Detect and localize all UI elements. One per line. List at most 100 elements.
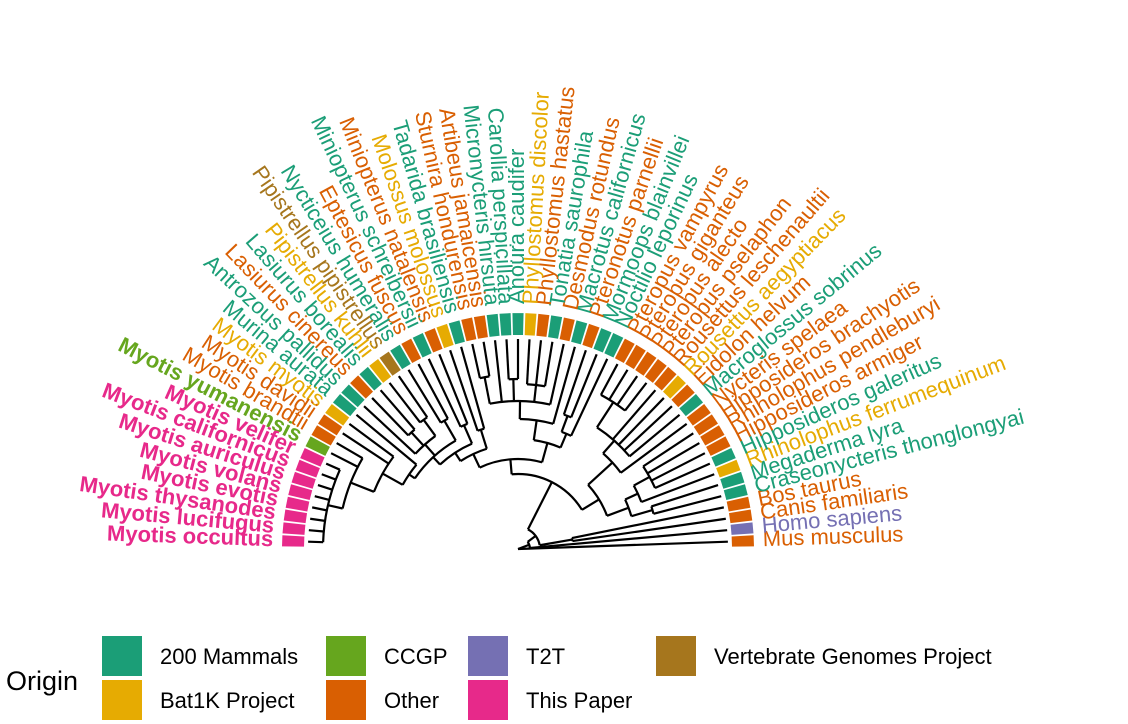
- origin-bar-tonatia-saurophila: [548, 315, 563, 339]
- legend-title: Origin: [6, 666, 79, 696]
- tree-branch: [408, 473, 416, 480]
- legend-swatch-t2t: [468, 636, 508, 676]
- tree-branch: [327, 504, 343, 510]
- origin-bar-noctilio-leporinus: [604, 333, 624, 358]
- tree-branch: [653, 495, 722, 515]
- tree-branch: [471, 343, 481, 379]
- tree-branch: [407, 369, 442, 424]
- tree-branch: [479, 429, 488, 450]
- origin-bar-eptesicus-fuscus: [401, 338, 422, 363]
- legend-label-t2t: T2T: [526, 644, 566, 669]
- origin-bar-desmodus-rotundus: [559, 317, 575, 342]
- tree-branch: [460, 346, 486, 429]
- origin-bars: [282, 313, 754, 547]
- legend: Origin 200 Mammals Bat1K Project CCGP Ot…: [0, 630, 1128, 724]
- origin-bar-nycteris-spelaea: [686, 403, 711, 426]
- origin-bar-myotis-californicus: [295, 459, 320, 478]
- tree-arc: [600, 393, 626, 412]
- origin-bar-miniopterus-natalensis: [424, 328, 443, 353]
- tree-arc: [419, 416, 428, 424]
- origin-bar-myotis-davidii: [318, 414, 343, 436]
- origin-bar-nycticeius-humeralis: [390, 344, 411, 370]
- origin-bar-myotis-auriculus: [291, 471, 316, 489]
- origin-bar-mus-musculus: [731, 535, 754, 547]
- tree-branch: [308, 529, 324, 533]
- tree-branch: [587, 461, 614, 486]
- origin-bar-rousettus-leschenaultii: [654, 366, 677, 391]
- tree-branch: [572, 517, 726, 543]
- tree-branch: [424, 443, 436, 457]
- origin-bar-molossus-molossus: [436, 323, 454, 349]
- tree-branch: [642, 432, 694, 468]
- origin-bar-tadarida-brasiliensis: [448, 320, 465, 345]
- tree-branches: [308, 339, 728, 551]
- tree-arc: [459, 447, 488, 463]
- tree-arc: [489, 399, 551, 406]
- tree-branch: [559, 433, 568, 449]
- tree-branch: [417, 363, 449, 420]
- tree-branch: [631, 509, 653, 518]
- tree-branch: [526, 535, 537, 543]
- origin-bar-hipposideros-armiger: [706, 436, 731, 456]
- tree-arc: [413, 439, 457, 479]
- origin-bar-megaderma-lyra: [720, 471, 745, 489]
- tree-branch: [526, 481, 553, 530]
- tree-branch: [379, 389, 416, 431]
- origin-bar-hipposideros-galeritus: [711, 447, 736, 467]
- origin-bar-homo-sapiens: [730, 522, 754, 535]
- tree-branch: [512, 379, 516, 402]
- origin-bar-myotis-brandtii: [311, 425, 336, 446]
- tree-branch: [624, 382, 648, 412]
- tree-branch: [483, 377, 491, 404]
- tip-label-mus-musculus: Mus musculus: [762, 521, 903, 551]
- tree-branch: [321, 473, 337, 481]
- legend-swatch-vgp: [656, 636, 696, 676]
- tree-branch: [570, 358, 609, 437]
- tree-branch: [624, 492, 639, 501]
- tree-branch: [427, 358, 462, 428]
- origin-bar-rousettus-aegyptiacus: [662, 375, 686, 399]
- tree-branch: [646, 442, 700, 475]
- origin-bar-bos-taurus: [726, 496, 751, 512]
- tree-arc: [527, 528, 541, 546]
- legend-label-200-mammals: 200 Mammals: [160, 644, 299, 669]
- tree-branch: [541, 442, 549, 463]
- origin-bar-anoura-caudifer: [512, 313, 524, 336]
- origin-bar-rhinolophus-ferrumequinum: [716, 459, 741, 478]
- tree-branch: [454, 452, 462, 462]
- tree-branch: [562, 349, 587, 415]
- tree-branch: [606, 506, 629, 517]
- origin-bar-myotis-evotis: [285, 496, 310, 512]
- tree-branch: [640, 473, 715, 504]
- tree-branch: [388, 382, 421, 424]
- tree-branch: [532, 420, 538, 441]
- origin-bar-micronycteris-hirsuta: [486, 313, 500, 337]
- tree-branch: [493, 340, 503, 403]
- tree-branch: [310, 517, 326, 522]
- tree-branch: [308, 540, 324, 544]
- tree-branch: [317, 484, 333, 491]
- origin-bar-pteropus-giganteus: [625, 344, 646, 370]
- tip-label-myotis-occultus: Myotis occultus: [107, 520, 274, 551]
- tip-label-anoura-caudifer: Anoura caudifer: [504, 149, 529, 304]
- tree-branch: [422, 419, 437, 437]
- origin-bar-artibeus-jamaicensis: [473, 315, 488, 339]
- tree-arc: [632, 485, 643, 503]
- tree-branch: [608, 369, 629, 401]
- tree-arc: [477, 427, 485, 432]
- origin-bar-myotis-velifer: [300, 447, 325, 467]
- tree-branch: [651, 484, 719, 508]
- tree-branch: [355, 413, 418, 466]
- origin-bar-pteropus-vampyrus: [614, 338, 635, 363]
- legend-label-ccgp: CCGP: [384, 644, 448, 669]
- origin-bar-rhinolophus-pendleburyi: [700, 425, 725, 446]
- tree-branch: [371, 397, 410, 437]
- legend-label-bat1k: Bat1K Project: [160, 688, 295, 713]
- origin-bar-pteropus-pselaphon: [644, 358, 667, 383]
- tree-branch: [602, 439, 616, 455]
- origin-bar-antrozous-pallidus: [341, 384, 365, 408]
- origin-bar-mormoops-blainvillei: [593, 328, 612, 353]
- tree-branch: [560, 415, 569, 433]
- legend-label-this-paper: This Paper: [526, 688, 633, 713]
- tree-branch: [623, 405, 673, 452]
